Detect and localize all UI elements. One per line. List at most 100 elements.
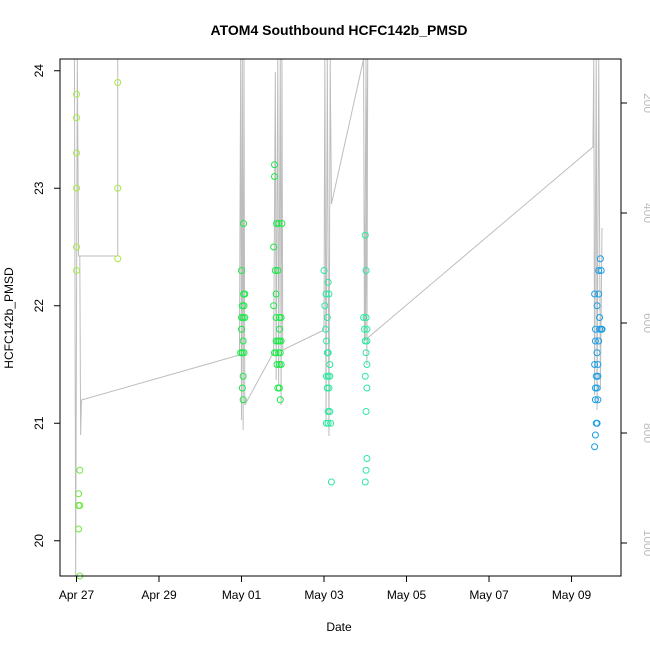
data-point [326,372,334,380]
data-point [271,161,278,169]
data-point [239,337,247,345]
data-point [73,243,80,251]
x-tick-label: Apr 27 [59,588,95,602]
data-point [241,290,249,298]
x-tick-label: May 03 [304,588,344,602]
data-point [275,384,283,392]
data-point [594,372,602,380]
data-point [273,220,281,227]
trajectory-lines [73,58,603,577]
data-point [324,419,332,427]
data-point [276,396,284,404]
data-point [114,184,122,192]
data-point [241,314,249,321]
data-point [238,325,245,333]
data-point [593,384,601,392]
data-point [360,314,368,321]
data-point [595,290,603,298]
data-point [325,290,333,298]
data-point [363,325,371,333]
x-tick-label: May 05 [387,588,427,602]
data-point [73,149,80,157]
data-point [327,419,335,427]
data-point [591,443,599,451]
data-point [270,302,278,310]
data-point [73,267,80,274]
data-point [277,314,285,321]
data-point [320,267,328,274]
data-point [324,349,332,357]
data-point [276,349,284,357]
data-point [593,302,601,310]
data-point [76,502,84,509]
data-point [275,325,283,333]
data-point [321,302,329,310]
trajectory-line [73,58,603,577]
data-point [278,220,286,227]
y-axis-label: HCFC142b_PMSD [2,267,16,369]
data-point [73,114,80,122]
data-point [598,325,606,333]
data-point [324,278,332,286]
right-tick-label: 800 [641,423,650,443]
data-point [596,255,604,263]
data-point [240,349,248,357]
data-point [591,396,599,404]
x-axis: Apr 27 Apr 29 May 01 May 03 May 05 May 07 May … [59,576,592,602]
data-point [362,408,370,415]
data-point [75,490,83,498]
data-point [595,337,603,345]
x-tick-label: May 01 [222,588,262,602]
data-point [362,267,370,274]
data-point [363,455,371,462]
data-point [591,337,599,345]
data-point [591,290,599,298]
data-point [323,314,331,321]
data-point [272,290,280,298]
data-point [326,361,334,368]
x-tick-label: Apr 29 [141,588,177,602]
data-point [361,478,369,486]
data-point [597,267,605,274]
data-point [238,384,246,392]
data-point [360,325,368,333]
data-point [325,384,333,392]
data-point [322,325,330,333]
x-axis-label: Date [326,620,352,634]
data-point [240,302,248,310]
right-tick-label: 200 [641,93,650,113]
data-point [274,267,282,274]
data-point [240,220,248,227]
data-point [595,267,603,274]
data-point [361,231,369,239]
data-point [76,466,84,474]
y-axis: 20 21 22 23 24 [32,64,60,548]
data-point [591,431,599,439]
data-point [362,349,370,357]
data-point [591,361,599,368]
data-point [239,372,247,380]
data-point [275,220,283,227]
data-point [362,466,370,474]
data-point [73,184,80,192]
data-point [239,396,247,404]
data-point [322,290,330,298]
data-point [271,173,278,180]
y-tick-label: 20 [32,534,46,548]
data-point [114,79,122,86]
data-point [593,419,601,427]
data-point [114,255,122,263]
data-point [363,384,371,392]
right-tick-label: 1000 [641,530,650,557]
data-point [322,337,330,345]
data-point [594,396,602,404]
data-point [363,337,371,345]
right-tick-label: 600 [641,313,650,333]
data-point [73,90,80,98]
data-point [363,361,371,368]
x-tick-label: May 09 [552,588,592,602]
data-point [75,525,83,533]
data-point [361,372,369,380]
y-tick-label: 22 [32,299,46,313]
